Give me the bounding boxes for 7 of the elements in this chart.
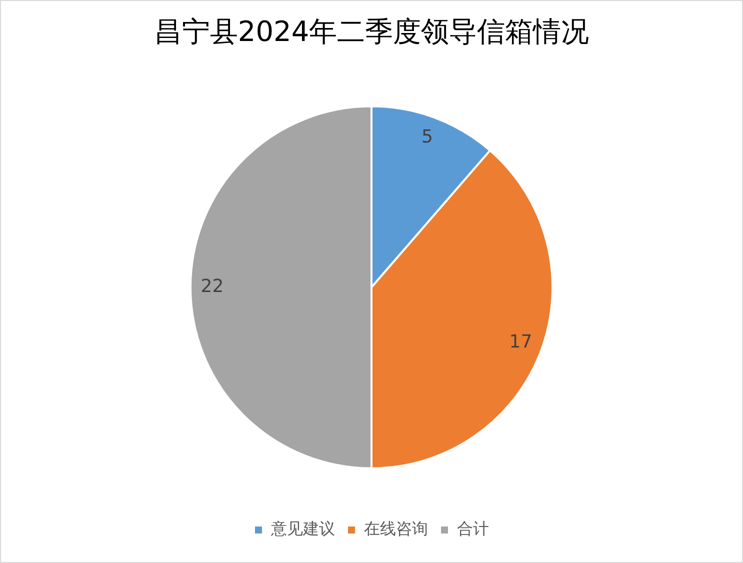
data-label: 22 (200, 276, 224, 297)
legend-label: 在线咨询 (364, 519, 428, 538)
chart-title: 昌宁县2024年二季度领导信箱情况 (154, 15, 590, 48)
legend-label: 意见建议 (270, 519, 335, 538)
data-label: 5 (421, 126, 433, 148)
legend-label: 合计 (457, 519, 489, 538)
data-label: 17 (509, 332, 532, 353)
